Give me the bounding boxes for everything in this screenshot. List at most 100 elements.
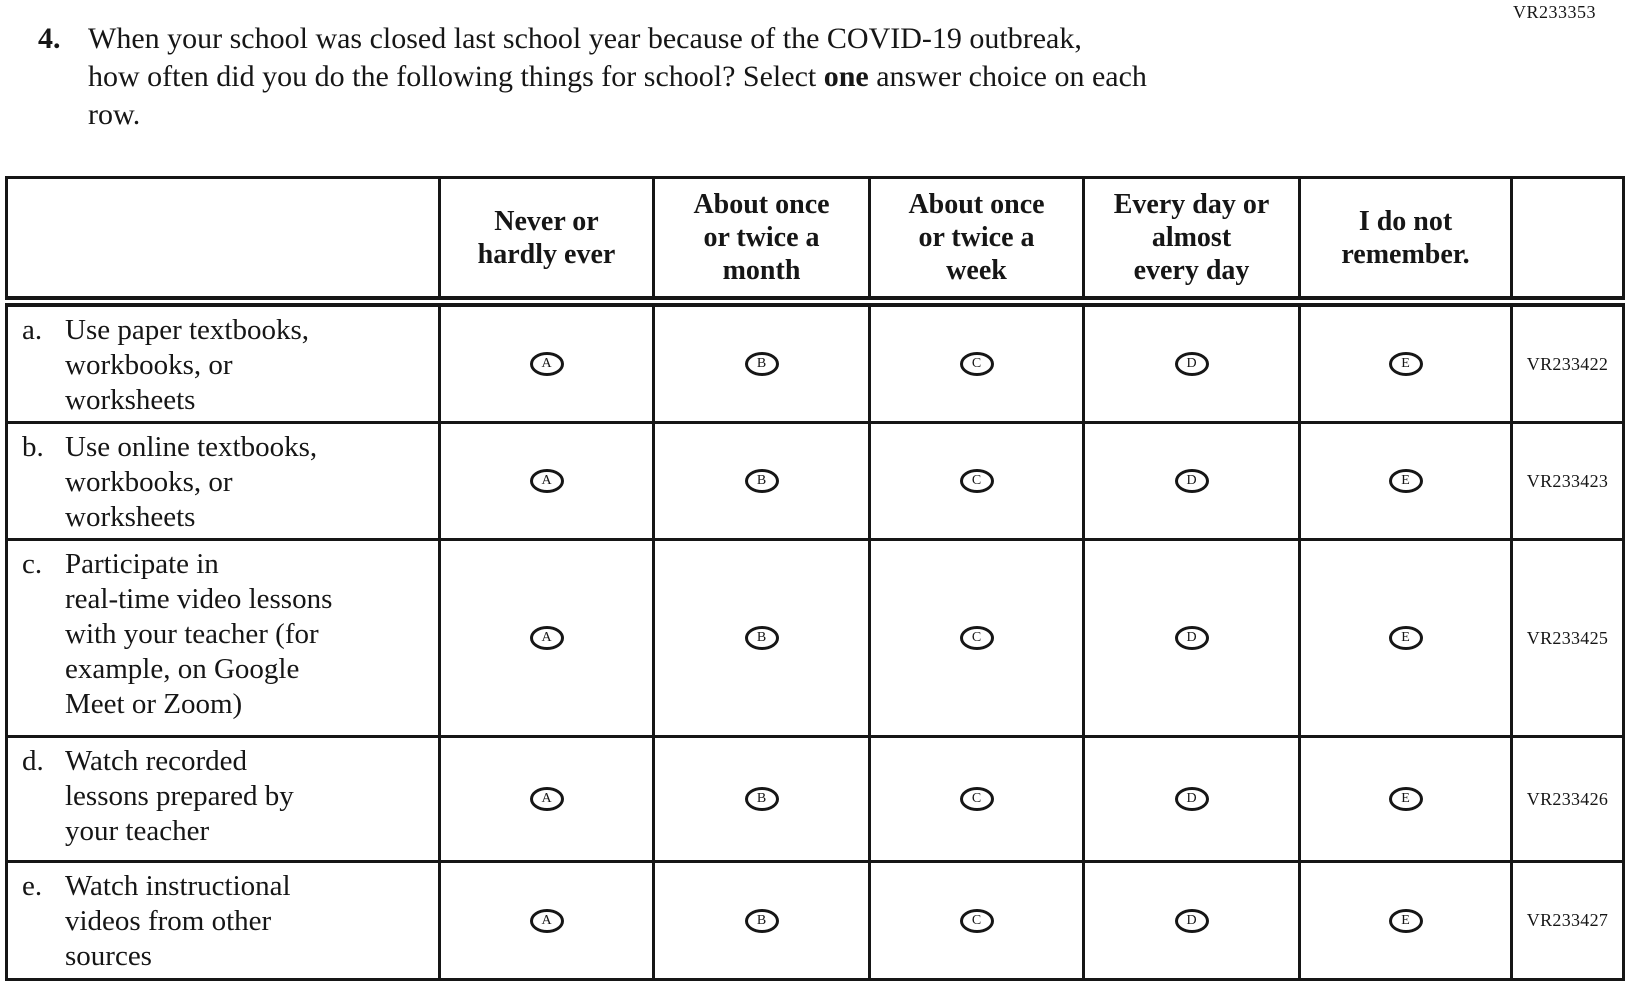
option-letter: E [1401,630,1410,645]
row-e-cell-A: A [438,860,655,981]
row-a-option-E[interactable]: E [1388,352,1423,376]
row-a-cell-C: C [868,300,1085,424]
row-d-option-B[interactable]: B [744,787,779,811]
row-c-option-C[interactable]: C [959,626,994,650]
table-row-a: a. Use paper textbooks, workbooks, or wo… [5,300,1625,424]
row-c-option-E[interactable]: E [1388,626,1423,650]
row-letter: d. [22,745,44,777]
col-every-day: Every day or almost every day [1082,176,1301,307]
row-a-code: VR233422 [1510,300,1625,424]
row-b-cell-A: A [438,421,655,541]
row-a-option-A[interactable]: A [529,352,564,376]
row-letter: a. [22,314,43,346]
row-a-cell-E: E [1298,300,1513,424]
row-b-option-D[interactable]: D [1174,469,1209,493]
option-letter: D [1186,473,1197,488]
table-row-e: e. Watch instructional videos from other… [5,860,1625,981]
row-b-option-C[interactable]: C [959,469,994,493]
option-letter: B [756,791,767,806]
col-never-or-hardly-ever: Never or hardly ever [438,176,655,307]
option-letter: B [756,912,767,928]
question-line-text: answer choice on each [868,60,1147,93]
row-text: Use paper textbooks, workbooks, or works… [65,314,310,416]
option-letter: A [541,356,552,371]
row-a-cell-D: D [1082,300,1301,424]
row-c-cell-A: A [438,538,655,738]
option-letter: C [971,630,982,645]
row-a-cell-B: B [652,300,871,424]
row-d-code: VR233426 [1510,735,1625,863]
row-d-option-C[interactable]: C [959,787,994,811]
header-row: Never or hardly ever About once or twice… [5,176,1625,307]
row-d-cell-D: D [1082,735,1301,863]
row-letter: b. [22,431,44,463]
row-b-option-A[interactable]: A [529,469,564,493]
row-d-option-A[interactable]: A [529,787,564,811]
form-code: VR233353 [1512,2,1596,22]
row-d-option-D[interactable]: D [1174,787,1209,811]
row-e-cell-C: C [868,860,1085,981]
row-d-cell-B: B [652,735,871,863]
row-e-cell-E: E [1298,860,1513,981]
bold-emphasis: one [823,60,869,93]
row-c-cell-C: C [868,538,1085,738]
option-letter: D [1186,791,1197,806]
option-letter: C [971,912,982,928]
row-d-cell-E: E [1298,735,1513,863]
row-a-option-B[interactable]: B [744,352,779,376]
row-text: Watch recorded lessons prepared by your … [65,745,294,847]
row-c-cell-D: D [1082,538,1301,738]
row-text: Participate in real-time video lessons w… [65,548,333,720]
option-letter: E [1401,912,1410,928]
option-letter: D [1186,912,1197,928]
question-line-text: row. [88,98,141,131]
row-c-cell-E: E [1298,538,1513,738]
row-text: Watch instructional videos from other so… [65,870,291,972]
row-e-code: VR233427 [1510,860,1625,981]
option-letter: B [756,473,767,488]
table-row-b: b. Use online textbooks, workbooks, or w… [5,421,1625,541]
header-empty-stem [5,176,441,307]
row-e-option-A[interactable]: A [529,908,564,933]
row-d-cell-C: C [868,735,1085,863]
row-e-cell-B: B [652,860,871,981]
row-b-option-B[interactable]: B [744,469,779,493]
option-letter: B [756,356,767,371]
option-letter: D [1186,630,1197,645]
row-d-option-E[interactable]: E [1388,787,1423,811]
option-letter: C [971,356,982,371]
question-line: When your school was closed last school … [88,20,1147,58]
option-letter: E [1401,356,1410,371]
col-once-twice-week: About once or twice a week [868,176,1085,307]
row-a-stem: a. Use paper textbooks, workbooks, or wo… [5,300,441,424]
row-e-option-E[interactable]: E [1388,908,1423,933]
question-text: When your school was closed last school … [88,20,1147,134]
row-b-cell-B: B [652,421,871,541]
row-b-cell-D: D [1082,421,1301,541]
option-letter: D [1186,356,1197,371]
row-e-option-D[interactable]: D [1174,908,1209,933]
row-a-option-C[interactable]: C [959,352,994,376]
option-letter: A [541,473,552,488]
row-e-stem: e. Watch instructional videos from other… [5,860,441,981]
row-letter: e. [22,870,43,902]
option-letter: E [1401,791,1410,806]
row-e-option-C[interactable]: C [959,908,994,933]
row-c-code: VR233425 [1510,538,1625,738]
row-b-option-E[interactable]: E [1388,469,1423,493]
row-c-option-A[interactable]: A [529,626,564,650]
row-c-option-B[interactable]: B [744,626,779,650]
row-e-cell-D: D [1082,860,1301,981]
row-b-cell-E: E [1298,421,1513,541]
option-letter: A [541,630,552,645]
row-e-option-B[interactable]: B [744,908,779,933]
row-b-code: VR233423 [1510,421,1625,541]
row-c-option-D[interactable]: D [1174,626,1209,650]
col-once-twice-month: About once or twice a month [652,176,871,307]
header-empty-code [1510,176,1625,307]
question-line: row. [88,96,1147,134]
row-b-cell-C: C [868,421,1085,541]
row-a-option-D[interactable]: D [1174,352,1209,376]
question-line-text: how often did you do the following thing… [88,60,824,93]
